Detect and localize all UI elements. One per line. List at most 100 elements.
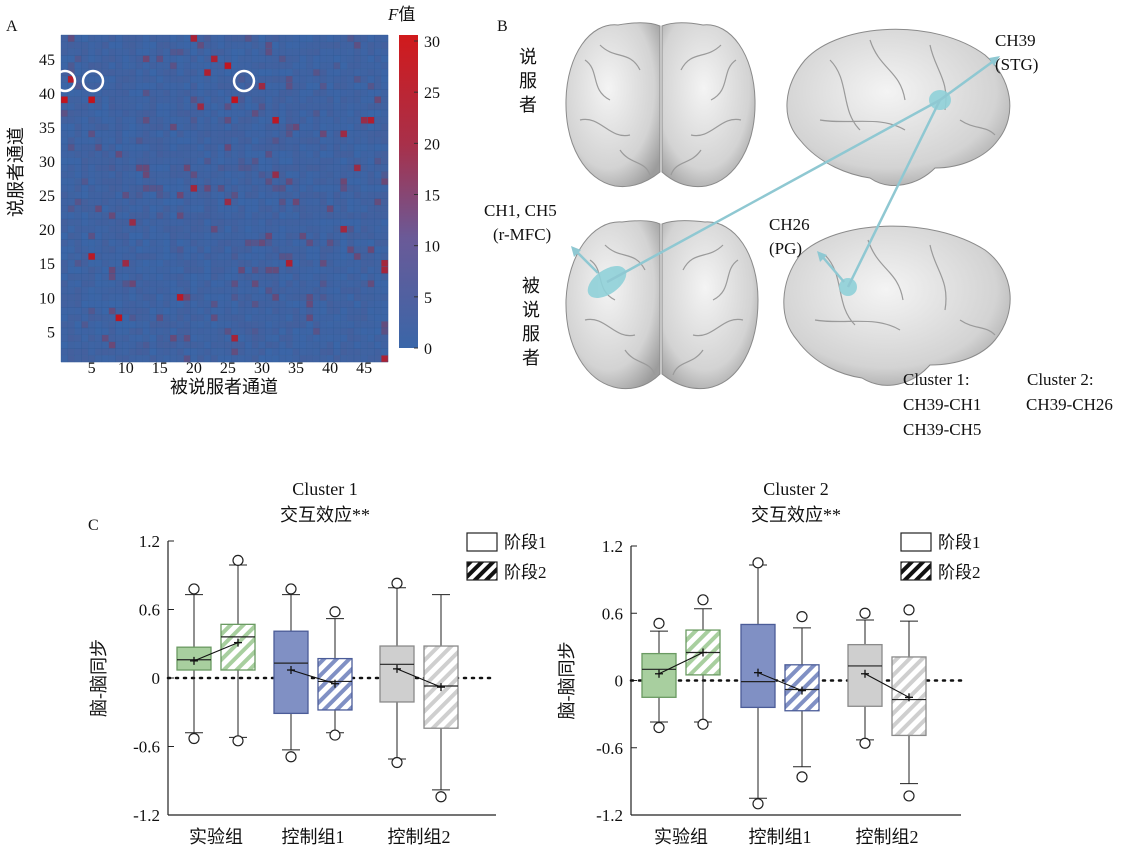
- heatmap-cell: [183, 150, 191, 158]
- heatmap-cell: [244, 48, 252, 56]
- heatmap-cell: [251, 191, 259, 199]
- heatmap-cell: [122, 253, 130, 260]
- heatmap-cell: [122, 287, 130, 295]
- heatmap-cell: [258, 287, 266, 295]
- heatmap-cell: [265, 239, 273, 247]
- heatmap-cell: [95, 109, 103, 117]
- heatmap-cell: [224, 232, 232, 240]
- heatmap-cell: [285, 321, 293, 329]
- heatmap-cell: [122, 184, 130, 192]
- heatmap-cell: [238, 35, 246, 42]
- boxplot-subtitle: 交互效应**: [751, 505, 841, 525]
- heatmap-cell: [258, 130, 266, 138]
- heatmap-cell: [374, 307, 382, 315]
- heatmap-cell: [238, 157, 246, 165]
- heatmap-cell: [292, 334, 300, 342]
- heatmap-cell: [163, 334, 171, 342]
- heatmap-cell: [217, 144, 225, 151]
- heatmap-cell: [265, 218, 273, 226]
- heatmap-cell: [129, 334, 137, 342]
- heatmap-cell: [115, 191, 123, 199]
- heatmap-cell: [170, 348, 177, 356]
- heatmap-cell: [347, 334, 355, 342]
- heatmap-cell: [353, 218, 361, 226]
- heatmap-cell: [326, 82, 334, 90]
- heatmap-cell: [163, 82, 171, 90]
- heatmap-cell: [272, 75, 280, 83]
- heatmap-cell: [285, 205, 293, 213]
- heatmap-cell: [224, 355, 232, 363]
- char: 服: [522, 324, 540, 344]
- heatmap-cell: [374, 144, 382, 151]
- heatmap-cell: [333, 239, 341, 247]
- heatmap-cell: [190, 96, 198, 104]
- heatmap-cell: [224, 273, 232, 281]
- heatmap-cell: [197, 232, 205, 240]
- heatmap-cell: [333, 273, 341, 281]
- heatmap-cell: [101, 246, 109, 254]
- heatmap-cell: [149, 184, 157, 192]
- heatmap-cell: [115, 171, 123, 179]
- heatmap-cell: [61, 253, 68, 260]
- heatmap-cell: [374, 246, 382, 254]
- heatmap-cell: [135, 225, 143, 233]
- heatmap-cell: [108, 198, 116, 206]
- heatmap-cell: [265, 89, 273, 97]
- heatmap-cell: [142, 178, 150, 186]
- heatmap-cell: [129, 62, 137, 70]
- heatmap-cell: [135, 96, 143, 104]
- ch1-ch5-label: CH1, CH5: [484, 201, 557, 220]
- heatmap-cell: [381, 123, 389, 131]
- heatmap-cell: [204, 123, 212, 131]
- heatmap-cell: [61, 69, 68, 77]
- heatmap-cell: [204, 321, 212, 329]
- heatmap-cell: [347, 89, 355, 97]
- heatmap-cell: [149, 171, 157, 179]
- heatmap-cell: [197, 89, 205, 97]
- cluster2-pair-1: CH39-CH26: [1026, 395, 1113, 414]
- outlier-point: [796, 611, 808, 623]
- heatmap-cell: [183, 89, 191, 97]
- heatmap-cell: [285, 75, 293, 83]
- heatmap-cell: [333, 103, 341, 111]
- heatmap-cell: [67, 35, 75, 42]
- heatmap-cell: [333, 144, 341, 151]
- heatmap-cell: [142, 82, 150, 90]
- heatmap-cell: [210, 157, 218, 165]
- heatmap-cell: [374, 232, 382, 240]
- heatmap-cell: [67, 334, 75, 342]
- heatmap-cell: [176, 205, 184, 213]
- heatmap-cell: [258, 334, 266, 342]
- heatmap-cell: [367, 144, 375, 151]
- heatmap-cell: [135, 123, 143, 131]
- y-tick-label: 0: [152, 669, 161, 688]
- heatmap-cell: [163, 287, 171, 295]
- heatmap-cell: [61, 82, 68, 90]
- heatmap-cell: [231, 334, 239, 342]
- heatmap-cell: [285, 355, 293, 363]
- heatmap-cell: [135, 55, 143, 63]
- heatmap-cell: [367, 82, 375, 90]
- heatmap-cell: [244, 130, 252, 138]
- heatmap-cell: [217, 293, 225, 301]
- heatmap-cell: [210, 225, 218, 233]
- heatmap-cell: [210, 307, 218, 315]
- heatmap-cell: [381, 218, 389, 226]
- heatmap-cell: [251, 62, 259, 70]
- heatmap-cell: [272, 178, 280, 186]
- heatmap-cell: [306, 198, 314, 206]
- heatmap-cell: [347, 62, 355, 70]
- heatmap-cell: [279, 232, 286, 240]
- heatmap-cell: [108, 82, 116, 90]
- heatmap-cell: [149, 35, 157, 42]
- heatmap-cell: [313, 82, 321, 90]
- outlier-point: [285, 583, 297, 595]
- heatmap-cell: [306, 314, 314, 322]
- heatmap-cell: [367, 314, 375, 322]
- heatmap-cell: [333, 232, 341, 240]
- heatmap-cell: [197, 246, 205, 254]
- heatmap-cell: [285, 157, 293, 165]
- heatmap-cell: [353, 55, 361, 63]
- heatmap-cell: [224, 293, 232, 301]
- heatmap-cell: [163, 259, 171, 267]
